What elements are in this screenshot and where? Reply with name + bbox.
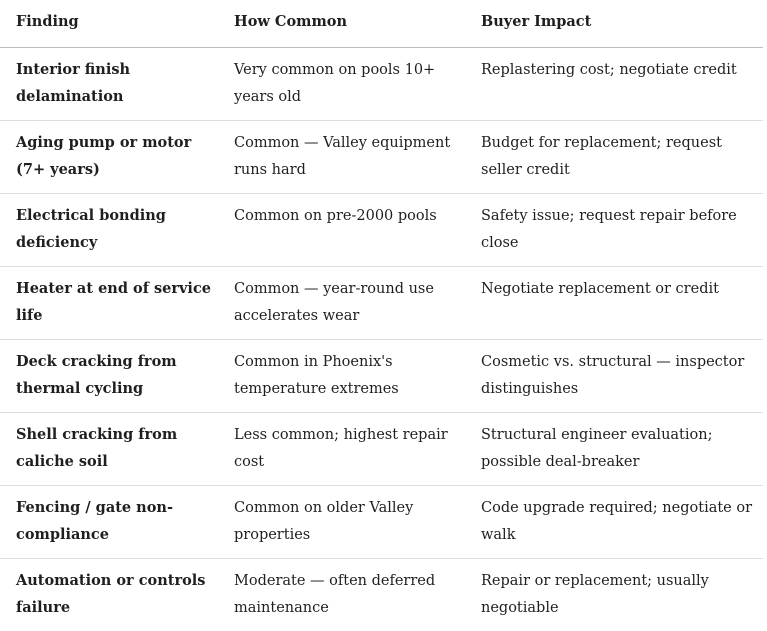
table-cell: Moderate — often deferred maintenance [234,559,481,631]
table-cell: Less common; highest repair cost [234,413,481,486]
table-cell: Aging pump or motor (7+ years) [0,121,234,194]
table-cell: Repair or replacement; usually negotiabl… [481,559,763,631]
table-cell: Negotiate replacement or credit [481,267,763,340]
table-cell: Fencing / gate non-compliance [0,486,234,559]
header-cell: Finding [0,0,234,48]
header-cell: Buyer Impact [481,0,763,48]
table-cell: Very common on pools 10+ years old [234,48,481,121]
table-cell: Safety issue; request repair before clos… [481,194,763,267]
table-cell: Interior finish delamination [0,48,234,121]
table-cell: Common — year-round use accelerates wear [234,267,481,340]
table-cell: Code upgrade required; negotiate or walk [481,486,763,559]
table-cell: Automation or controls failure [0,559,234,631]
table-row: Aging pump or motor (7+ years)Common — V… [0,121,763,194]
table-cell: Shell cracking from caliche soil [0,413,234,486]
table-cell: Budget for replacement; request seller c… [481,121,763,194]
table-cell: Cosmetic vs. structural — inspector dist… [481,340,763,413]
table-cell: Structural engineer evaluation; possible… [481,413,763,486]
table-cell: Replastering cost; negotiate credit [481,48,763,121]
table-cell: Heater at end of service life [0,267,234,340]
header-cell: How Common [234,0,481,48]
table-cell: Common on pre-2000 pools [234,194,481,267]
table-cell: Common — Valley equipment runs hard [234,121,481,194]
table-cell: Common in Phoenix's temperature extremes [234,340,481,413]
table-cell: Deck cracking from thermal cycling [0,340,234,413]
table-cell: Electrical bonding deficiency [0,194,234,267]
table-cell: Common on older Valley properties [234,486,481,559]
